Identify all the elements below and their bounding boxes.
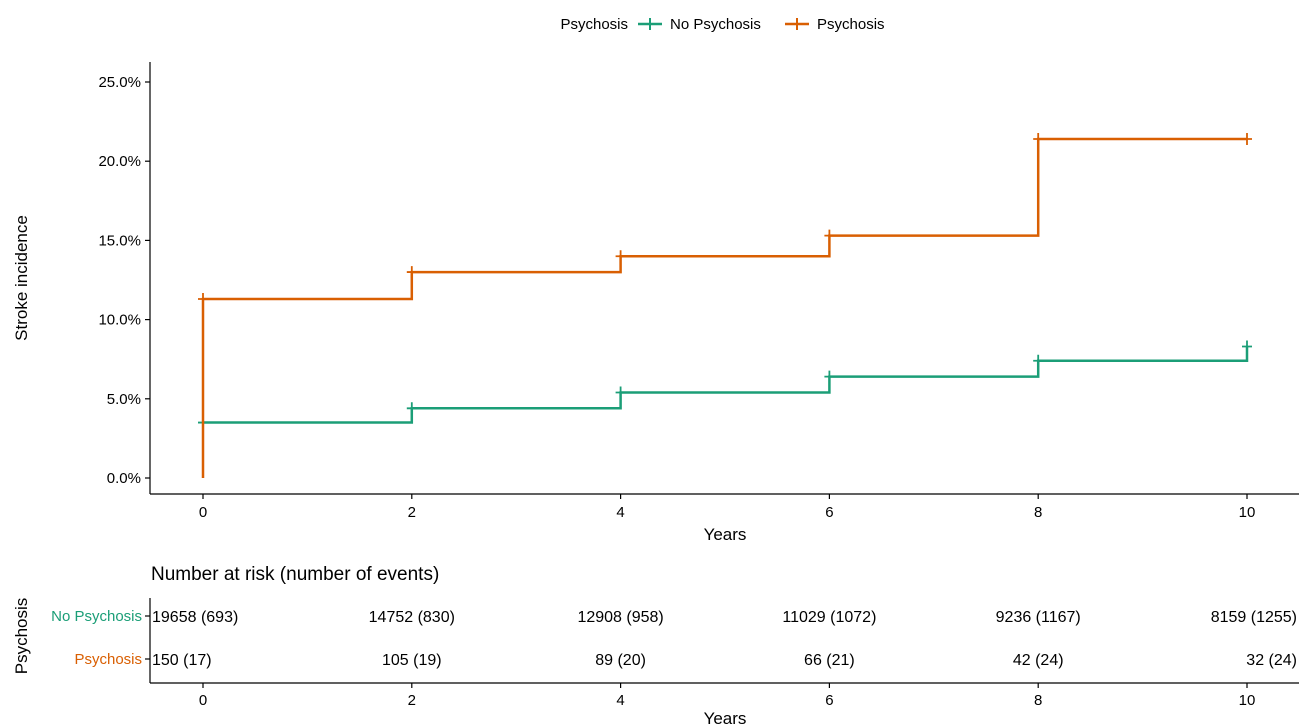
x-axis-ticks: 0 2 4 6 8 10: [199, 494, 1256, 521]
risk-cell: 14752 (830): [369, 609, 455, 626]
risk-cell: 32 (24): [1246, 652, 1297, 669]
legend-title: Psychosis: [560, 16, 628, 33]
risk-table-x-label: Years: [704, 709, 747, 727]
risk-x-tick-label: 0: [199, 692, 207, 709]
risk-table-y-label: Psychosis: [12, 598, 31, 675]
main-plot: 0.0% 5.0% 10.0% 15.0% 20.0% 25.0% 0 2 4 6 8 10 Str…: [12, 62, 1299, 544]
x-tick-label: 6: [825, 504, 833, 521]
censor-mark-psychosis: [406, 266, 417, 279]
risk-row-label-psychosis: Psychosis: [74, 651, 142, 668]
censor-mark-psychosis: [1033, 133, 1044, 146]
risk-row-label-no-psychosis: No Psychosis: [51, 608, 142, 625]
risk-table-title: Number at risk (number of events): [151, 564, 439, 585]
risk-cell: 19658 (693): [152, 609, 238, 626]
risk-cell: 105 (19): [382, 652, 442, 669]
risk-cell: 12908 (958): [577, 609, 663, 626]
y-tick-label: 5.0%: [107, 391, 141, 408]
risk-cell: 11029 (1072): [782, 609, 876, 626]
censor-mark-no-psychosis: [1033, 354, 1044, 367]
censor-mark-no-psychosis: [406, 402, 417, 415]
x-tick-label: 0: [199, 504, 207, 521]
censor-mark-no-psychosis: [824, 370, 835, 383]
risk-table-rows: No Psychosis 19658 (693) 14752 (830) 12908 …: [51, 608, 1297, 669]
legend-label-psychosis: Psychosis: [817, 16, 885, 33]
series-layer: [198, 133, 1252, 478]
y-tick-label: 0.0%: [107, 470, 141, 487]
risk-cell: 9236 (1167): [996, 609, 1081, 626]
risk-cell: 42 (24): [1013, 652, 1064, 669]
legend: Psychosis No Psychosis Psychosis: [560, 16, 884, 33]
risk-cell: 66 (21): [804, 652, 855, 669]
series-line-no-psychosis: [203, 346, 1249, 424]
risk-cell: 150 (17): [152, 652, 212, 669]
y-axis-ticks: 0.0% 5.0% 10.0% 15.0% 20.0% 25.0%: [98, 74, 150, 487]
risk-table: Number at risk (number of events) Psycho…: [12, 564, 1299, 727]
censor-mark-psychosis: [198, 293, 208, 306]
risk-x-tick-label: 2: [408, 692, 416, 709]
risk-x-tick-label: 6: [825, 692, 833, 709]
censor-mark-no-psychosis: [1242, 340, 1252, 353]
x-tick-label: 8: [1034, 504, 1042, 521]
x-tick-label: 4: [616, 504, 624, 521]
series-line-psychosis: [201, 137, 1247, 478]
censor-mark-no-psychosis: [615, 386, 626, 399]
y-tick-label: 15.0%: [98, 232, 141, 249]
risk-table-x-ticks: 0 2 4 6 8 10: [199, 683, 1256, 709]
censor-mark-psychosis: [1242, 133, 1252, 146]
censor-mark-psychosis: [824, 229, 835, 242]
risk-x-tick-label: 4: [616, 692, 624, 709]
risk-x-tick-label: 8: [1034, 692, 1042, 709]
legend-label-no-psychosis: No Psychosis: [670, 16, 761, 33]
risk-x-tick-label: 10: [1239, 692, 1256, 709]
risk-cell: 89 (20): [595, 652, 646, 669]
x-tick-label: 2: [408, 504, 416, 521]
x-axis-label: Years: [704, 525, 747, 544]
censor-mark-psychosis: [615, 250, 626, 263]
y-tick-label: 25.0%: [98, 74, 141, 91]
y-tick-label: 20.0%: [98, 153, 141, 170]
risk-cell: 8159 (1255): [1211, 609, 1297, 626]
y-axis-label: Stroke incidence: [12, 215, 31, 341]
y-tick-label: 10.0%: [98, 312, 141, 329]
x-tick-label: 10: [1239, 504, 1256, 521]
